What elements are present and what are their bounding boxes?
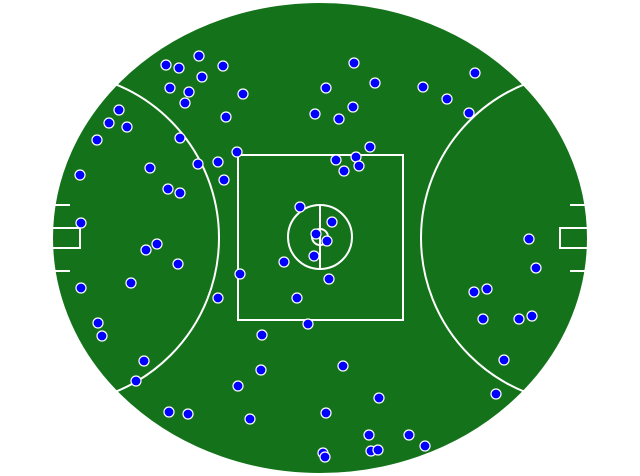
point	[172, 258, 184, 270]
point	[92, 317, 104, 329]
point	[75, 217, 87, 229]
point	[321, 235, 333, 247]
point	[419, 440, 431, 452]
point	[220, 111, 232, 123]
point	[310, 228, 322, 240]
point	[218, 174, 230, 186]
point	[326, 216, 338, 228]
point	[468, 286, 480, 298]
point	[113, 104, 125, 116]
centre-square	[237, 154, 404, 321]
point	[192, 158, 204, 170]
boundary	[51, 1, 589, 475]
point	[96, 330, 108, 342]
point	[217, 60, 229, 72]
point	[347, 101, 359, 113]
point	[193, 50, 205, 62]
point	[469, 67, 481, 79]
point	[138, 355, 150, 367]
point	[183, 86, 195, 98]
point	[174, 132, 186, 144]
point	[372, 444, 384, 456]
point	[162, 183, 174, 195]
point	[232, 380, 244, 392]
point	[160, 59, 172, 71]
left-goal-square	[52, 227, 81, 249]
point	[182, 408, 194, 420]
point	[234, 268, 246, 280]
point	[369, 77, 381, 89]
point	[91, 134, 103, 146]
point	[256, 329, 268, 341]
point	[196, 71, 208, 83]
point	[130, 375, 142, 387]
point	[244, 413, 256, 425]
point	[441, 93, 453, 105]
point	[523, 233, 535, 245]
point	[212, 292, 224, 304]
point	[417, 81, 429, 93]
point	[174, 187, 186, 199]
right-goal-square	[559, 227, 588, 249]
point	[144, 162, 156, 174]
point	[333, 113, 345, 125]
point	[477, 313, 489, 325]
point	[121, 121, 133, 133]
point	[74, 169, 86, 181]
point	[231, 146, 243, 158]
point	[348, 57, 360, 69]
point	[164, 82, 176, 94]
point	[463, 107, 475, 119]
point	[291, 292, 303, 304]
point	[212, 156, 224, 168]
point	[323, 273, 335, 285]
point	[338, 165, 350, 177]
point	[526, 310, 538, 322]
point	[319, 451, 331, 463]
point	[530, 262, 542, 274]
point	[103, 117, 115, 129]
point	[364, 141, 376, 153]
point	[125, 277, 137, 289]
point	[320, 407, 332, 419]
point	[140, 244, 152, 256]
point	[490, 388, 502, 400]
point	[294, 201, 306, 213]
points	[74, 50, 542, 463]
point	[179, 97, 191, 109]
point	[513, 313, 525, 325]
point	[308, 250, 320, 262]
point	[302, 318, 314, 330]
point	[481, 283, 493, 295]
point	[403, 429, 415, 441]
point	[75, 282, 87, 294]
point	[151, 238, 163, 250]
point	[373, 392, 385, 404]
point	[309, 108, 321, 120]
point	[163, 406, 175, 418]
point	[255, 364, 267, 376]
point	[173, 62, 185, 74]
point	[498, 354, 510, 366]
point	[320, 82, 332, 94]
point	[278, 256, 290, 268]
point	[330, 154, 342, 166]
point	[237, 88, 249, 100]
point	[337, 360, 349, 372]
point	[353, 160, 365, 172]
point	[363, 429, 375, 441]
